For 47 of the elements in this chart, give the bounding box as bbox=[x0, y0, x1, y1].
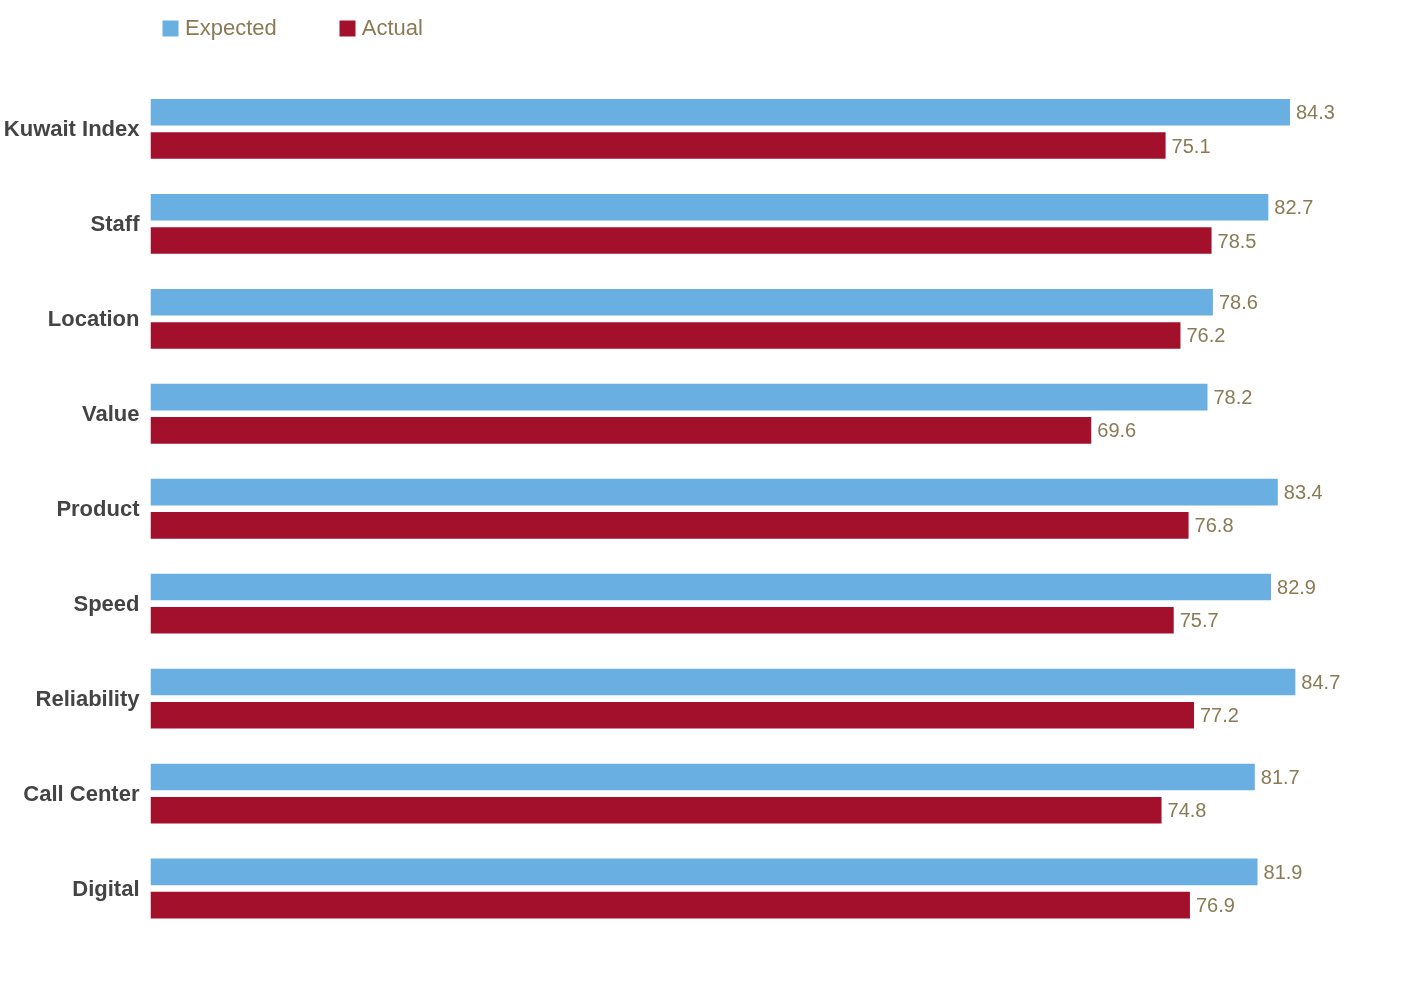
data-label: 81.9 bbox=[1263, 860, 1303, 883]
bar bbox=[150, 763, 1255, 791]
y-tick-label: Product bbox=[56, 496, 141, 522]
bar bbox=[150, 193, 1269, 221]
data-label: 76.2 bbox=[1186, 324, 1226, 347]
legend-label: Expected bbox=[185, 15, 277, 41]
data-label: 82.7 bbox=[1274, 196, 1314, 219]
data-label: 78.5 bbox=[1217, 229, 1257, 252]
data-label: 78.2 bbox=[1213, 386, 1253, 409]
y-tick-label: Reliability bbox=[35, 686, 141, 712]
bar bbox=[150, 478, 1278, 506]
bar bbox=[150, 891, 1190, 919]
legend-label: Actual bbox=[361, 15, 423, 41]
data-label: 69.6 bbox=[1097, 419, 1137, 442]
data-label: 75.7 bbox=[1179, 609, 1219, 632]
data-label: 81.7 bbox=[1260, 765, 1300, 788]
data-label: 82.9 bbox=[1277, 576, 1316, 599]
data-label: 75.1 bbox=[1171, 134, 1211, 157]
bar bbox=[150, 796, 1162, 824]
bar bbox=[150, 288, 1213, 316]
bar bbox=[150, 417, 1092, 444]
y-tick-label: Location bbox=[47, 306, 140, 332]
y-tick-label: Staff bbox=[90, 211, 141, 237]
y-tick-label: Speed bbox=[73, 591, 140, 617]
data-label: 74.8 bbox=[1167, 799, 1207, 822]
data-label: 77.2 bbox=[1199, 704, 1239, 727]
y-tick-label: Kuwait Index bbox=[3, 116, 141, 142]
bar bbox=[150, 227, 1212, 254]
bar bbox=[150, 607, 1174, 634]
bar bbox=[150, 668, 1296, 696]
y-tick-label: Call Center bbox=[23, 781, 140, 807]
bar bbox=[150, 383, 1208, 411]
bar bbox=[150, 701, 1194, 729]
data-label: 84.3 bbox=[1295, 101, 1335, 124]
bar bbox=[150, 99, 1290, 126]
data-label: 84.7 bbox=[1301, 671, 1341, 694]
data-label: 76.9 bbox=[1195, 894, 1235, 917]
bar bbox=[150, 512, 1189, 539]
bar bbox=[150, 132, 1166, 159]
y-tick-label: Value bbox=[82, 401, 140, 427]
bar bbox=[150, 322, 1181, 349]
bar bbox=[150, 858, 1258, 886]
data-label: 78.6 bbox=[1218, 291, 1258, 314]
y-tick-label: Digital bbox=[72, 876, 140, 902]
bar bbox=[150, 573, 1272, 601]
data-label: 76.8 bbox=[1194, 514, 1234, 537]
data-label: 83.4 bbox=[1283, 481, 1323, 504]
